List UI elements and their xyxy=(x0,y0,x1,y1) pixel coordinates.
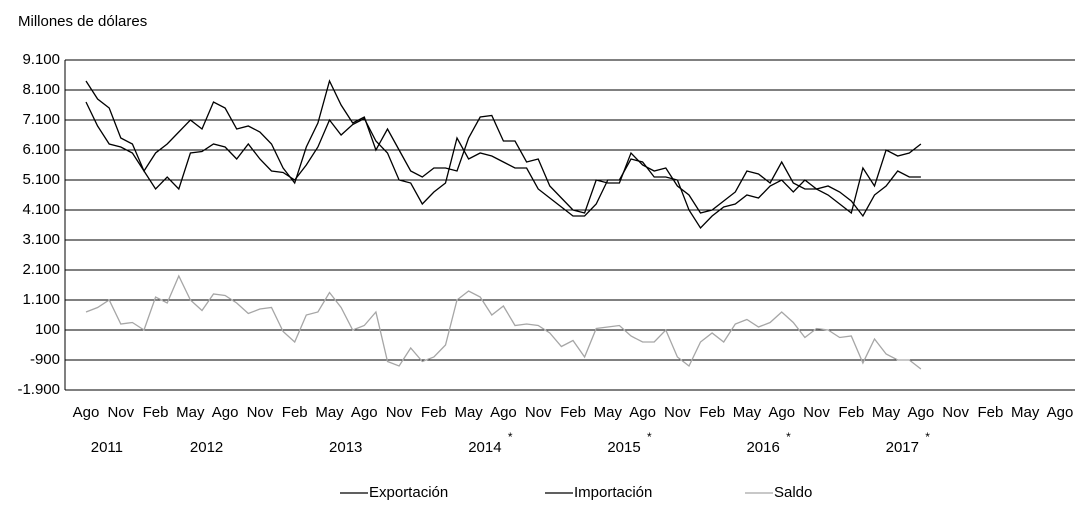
y-tick-label: 9.100 xyxy=(22,51,60,68)
year-label: 2012 xyxy=(190,439,223,456)
x-tick-label: Feb xyxy=(560,404,586,421)
x-tick-label: May xyxy=(1011,404,1040,421)
y-tick-label: 2.100 xyxy=(22,261,60,278)
x-tick-label: Nov xyxy=(525,404,552,421)
x-tick-label: May xyxy=(733,404,762,421)
y-tick-label: 7.100 xyxy=(22,111,60,128)
x-tick-label: May xyxy=(315,404,344,421)
x-tick-label: Nov xyxy=(247,404,274,421)
legend-label: Exportación xyxy=(369,484,448,501)
x-tick-label: May xyxy=(594,404,623,421)
x-tick-label: Nov xyxy=(107,404,134,421)
year-note: * xyxy=(786,430,791,444)
year-label: 2014 xyxy=(468,439,501,456)
y-tick-label: 4.100 xyxy=(22,201,60,218)
x-tick-label: May xyxy=(454,404,483,421)
legend-label: Saldo xyxy=(774,484,812,501)
x-tick-label: Ago xyxy=(73,404,100,421)
y-tick-label: 3.100 xyxy=(22,231,60,248)
x-tick-label: Ago xyxy=(351,404,378,421)
x-tick-label: Nov xyxy=(664,404,691,421)
year-label: 2017 xyxy=(886,439,919,456)
x-tick-label: Ago xyxy=(1047,404,1074,421)
y-tick-label: 1.100 xyxy=(22,291,60,308)
x-tick-label: Feb xyxy=(838,404,864,421)
x-tick-label: May xyxy=(872,404,901,421)
x-tick-label: Ago xyxy=(629,404,656,421)
x-tick-label: Nov xyxy=(386,404,413,421)
x-tick-label: Ago xyxy=(490,404,517,421)
year-label: 2016 xyxy=(746,439,779,456)
year-label: 2011 xyxy=(91,439,123,456)
x-tick-label: Feb xyxy=(699,404,725,421)
x-tick-label: Ago xyxy=(768,404,795,421)
year-note: * xyxy=(647,430,652,444)
x-tick-label: Nov xyxy=(942,404,969,421)
x-tick-label: May xyxy=(176,404,205,421)
y-tick-label: 100 xyxy=(35,321,60,338)
y-tick-label: 8.100 xyxy=(22,81,60,98)
series-line xyxy=(85,101,921,230)
y-tick-label: -1.900 xyxy=(17,381,60,398)
series-line xyxy=(85,79,922,215)
y-tick-label: 6.100 xyxy=(22,141,60,158)
year-note: * xyxy=(925,430,930,444)
x-tick-label: Ago xyxy=(908,404,935,421)
x-tick-label: Feb xyxy=(143,404,169,421)
year-note: * xyxy=(508,430,513,444)
series-line xyxy=(85,274,922,370)
y-axis-title: Millones de dólares xyxy=(18,13,147,30)
legend-label: Importación xyxy=(574,484,652,501)
x-tick-label: Feb xyxy=(421,404,447,421)
x-tick-label: Ago xyxy=(212,404,239,421)
y-tick-label: 5.100 xyxy=(22,171,60,188)
x-tick-label: Feb xyxy=(977,404,1003,421)
year-label: 2013 xyxy=(329,439,362,456)
x-tick-label: Feb xyxy=(282,404,308,421)
year-label: 2015 xyxy=(607,439,640,456)
y-tick-label: -900 xyxy=(30,351,60,368)
x-tick-label: Nov xyxy=(803,404,830,421)
